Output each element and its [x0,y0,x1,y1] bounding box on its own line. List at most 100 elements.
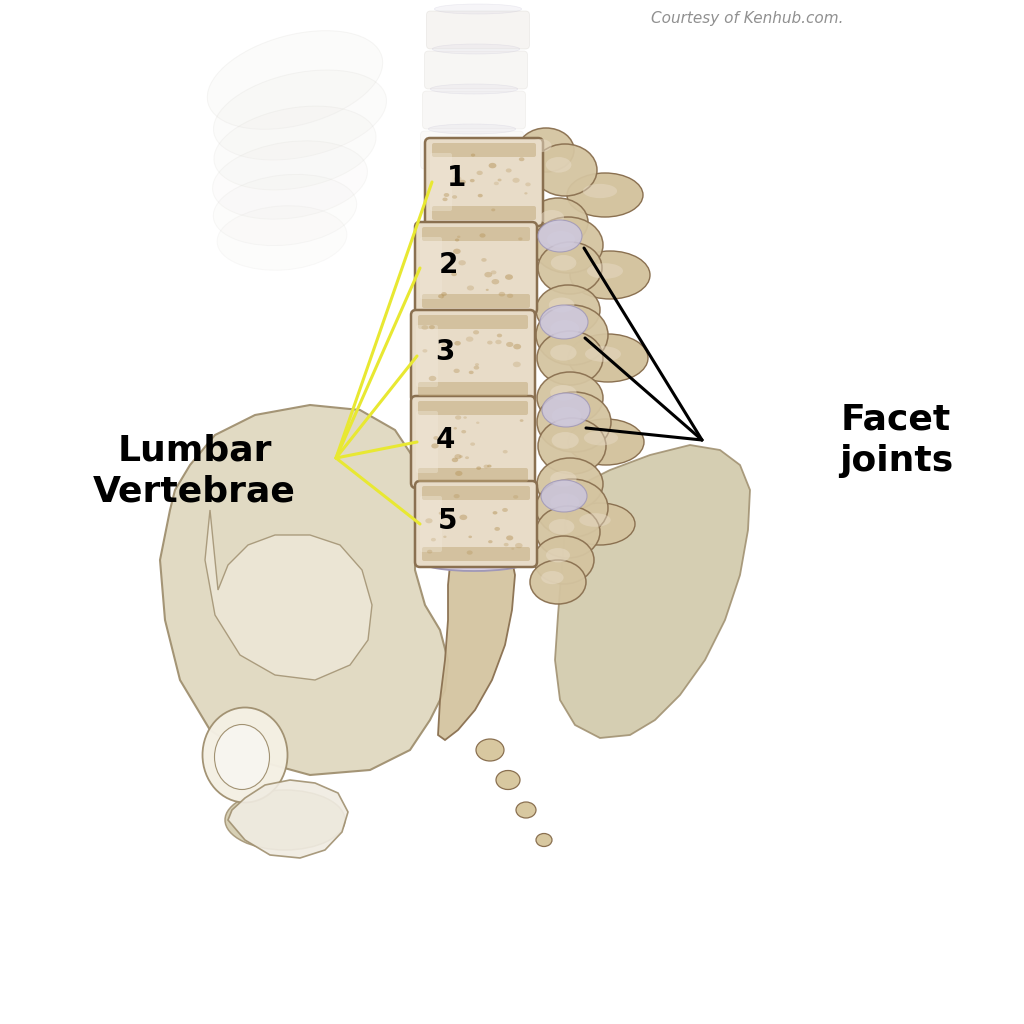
Ellipse shape [587,263,623,279]
Ellipse shape [484,272,493,278]
Ellipse shape [434,479,510,488]
Ellipse shape [525,182,530,186]
Ellipse shape [433,436,438,440]
Ellipse shape [487,341,493,344]
Ellipse shape [551,319,580,338]
Ellipse shape [430,84,518,94]
Ellipse shape [429,325,435,329]
Ellipse shape [550,471,577,486]
Ellipse shape [552,432,579,449]
Ellipse shape [537,331,603,385]
Text: Courtesy of Kenhub.com.: Courtesy of Kenhub.com. [651,10,844,26]
Ellipse shape [441,292,446,296]
Ellipse shape [467,551,473,555]
Ellipse shape [443,536,446,538]
Ellipse shape [468,536,472,539]
Ellipse shape [536,506,600,558]
Ellipse shape [488,163,497,168]
Ellipse shape [461,430,466,433]
Ellipse shape [513,495,518,499]
FancyBboxPatch shape [411,396,535,488]
Ellipse shape [537,372,603,424]
Ellipse shape [474,366,479,370]
Ellipse shape [584,430,618,445]
Ellipse shape [476,422,479,424]
Ellipse shape [452,272,457,276]
Ellipse shape [542,393,590,427]
FancyBboxPatch shape [423,91,525,129]
Polygon shape [555,445,750,738]
Text: 3: 3 [435,338,455,366]
Ellipse shape [551,494,580,511]
Ellipse shape [437,309,511,318]
FancyBboxPatch shape [425,51,527,89]
Ellipse shape [427,220,529,236]
Ellipse shape [518,238,522,241]
Ellipse shape [431,443,438,449]
Ellipse shape [568,334,648,382]
Ellipse shape [427,550,432,554]
Ellipse shape [512,178,519,183]
Ellipse shape [565,503,635,545]
FancyBboxPatch shape [420,496,442,552]
Ellipse shape [225,790,345,850]
Ellipse shape [583,184,617,199]
Ellipse shape [459,260,466,265]
FancyBboxPatch shape [418,315,528,329]
Ellipse shape [549,519,574,535]
Ellipse shape [425,518,432,523]
Ellipse shape [473,330,479,335]
Ellipse shape [454,427,457,429]
Ellipse shape [496,340,502,344]
FancyBboxPatch shape [411,310,535,402]
FancyBboxPatch shape [418,401,528,415]
Ellipse shape [551,255,577,270]
Ellipse shape [519,158,524,161]
Ellipse shape [421,305,527,323]
Ellipse shape [493,511,498,514]
Text: Lumbar
Vertebrae: Lumbar Vertebrae [93,434,296,508]
Ellipse shape [441,343,445,346]
Ellipse shape [438,512,443,515]
FancyBboxPatch shape [422,547,530,561]
Ellipse shape [538,418,606,474]
Ellipse shape [485,289,488,291]
Ellipse shape [443,193,450,197]
Ellipse shape [207,31,383,129]
FancyBboxPatch shape [415,222,537,314]
Ellipse shape [416,316,536,402]
Ellipse shape [567,173,643,217]
Ellipse shape [423,349,427,352]
Ellipse shape [213,70,386,160]
Ellipse shape [455,416,461,420]
Ellipse shape [550,344,577,360]
Polygon shape [228,780,348,858]
Ellipse shape [549,298,574,312]
Ellipse shape [585,346,621,361]
FancyBboxPatch shape [432,206,536,220]
Ellipse shape [483,465,488,468]
Text: 5: 5 [438,507,458,535]
Ellipse shape [537,392,611,452]
FancyBboxPatch shape [416,325,438,387]
Ellipse shape [479,233,485,238]
Ellipse shape [538,242,602,294]
Ellipse shape [454,369,460,373]
Ellipse shape [536,834,552,847]
Ellipse shape [465,457,469,459]
Ellipse shape [470,442,475,445]
Ellipse shape [420,228,538,314]
Ellipse shape [570,251,650,299]
Ellipse shape [492,209,496,211]
FancyBboxPatch shape [432,143,536,157]
Ellipse shape [455,239,459,242]
Ellipse shape [550,385,577,400]
Ellipse shape [478,194,482,198]
Ellipse shape [547,231,575,248]
Ellipse shape [534,144,597,196]
Ellipse shape [536,285,600,335]
FancyBboxPatch shape [430,153,452,211]
Ellipse shape [430,217,532,234]
FancyBboxPatch shape [416,411,438,473]
Ellipse shape [487,465,492,468]
